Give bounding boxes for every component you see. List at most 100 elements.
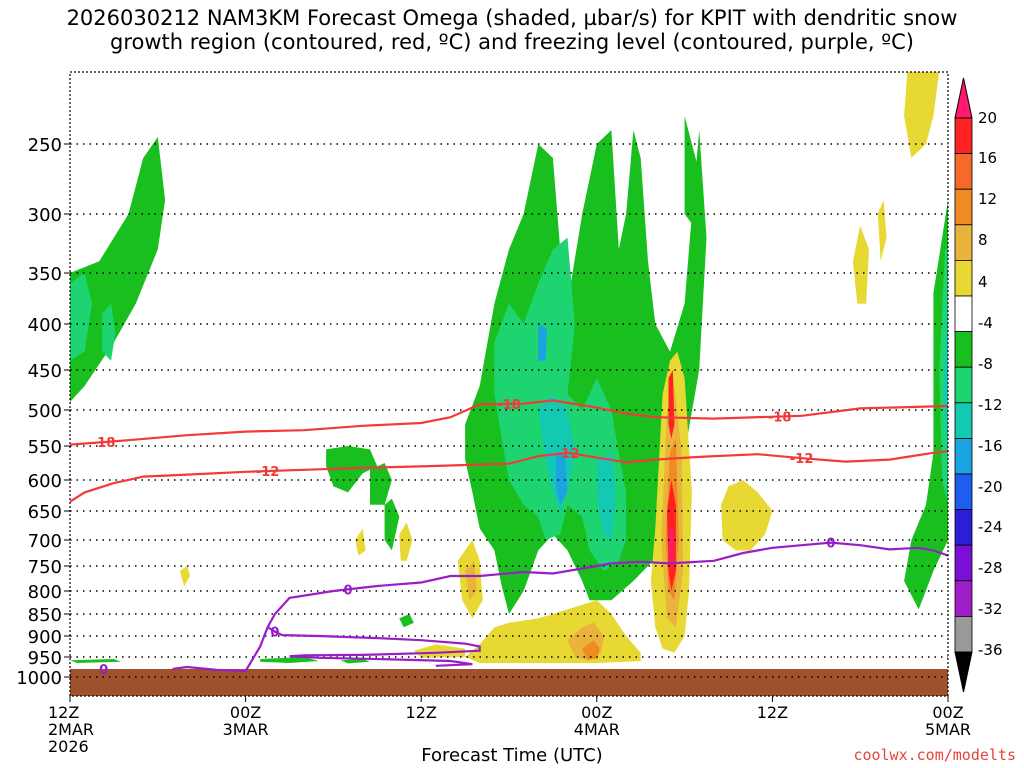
contour-label-8: 0 (826, 537, 835, 552)
colorbar-label-0: 20 (978, 109, 997, 127)
omega-shade-yellow-21 (877, 200, 887, 262)
contour-label-7: 0 (344, 583, 353, 598)
y-tick-label-350: 350 (28, 264, 62, 285)
omega-shade-teal-2 (102, 303, 116, 361)
contour-label-4: -12 (556, 447, 580, 462)
colorbar-box-2 (954, 188, 973, 226)
colorbar-label-9: -20 (978, 478, 1003, 496)
omega-shade-cyan-9 (596, 452, 616, 540)
x-tick-label-5-1: 5MAR (925, 720, 971, 739)
colorbar-label-2: 12 (978, 190, 997, 208)
y-tick-label-650: 650 (28, 502, 62, 523)
y-tick-label-600: 600 (28, 471, 62, 492)
colorbar-box-4 (954, 259, 973, 297)
x-tick-label-5-0: 00Z (932, 703, 963, 722)
omega-shade-yellow-28 (399, 522, 413, 561)
colorbar-label-11: -28 (978, 559, 1003, 577)
colorbar-label-5: -4 (978, 314, 993, 332)
y-tick-label-900: 900 (28, 627, 62, 648)
colorbar-box-11 (954, 509, 973, 546)
omega-shade-yellow-25 (413, 644, 466, 658)
y-tick-label-550: 550 (28, 437, 62, 458)
contour-line-0-2 (172, 541, 948, 673)
contour-label-6: 0 (99, 663, 108, 678)
omega-shade-yellow-30 (179, 566, 190, 586)
x-tick-label-3-1: 4MAR (574, 720, 620, 739)
colorbar-box-3 (954, 224, 973, 261)
colorbar-box-5 (954, 295, 973, 332)
y-tick-label-700: 700 (28, 531, 62, 552)
colorbar-box-8 (954, 402, 973, 439)
colorbar-label-4: 4 (978, 273, 988, 291)
x-tick-label-0-1: 2MAR (48, 720, 94, 739)
colorbar-box-7 (954, 366, 973, 404)
plot-frame (69, 71, 949, 697)
colorbar-label-13: -36 (978, 641, 1003, 659)
contour-line-minus12-1 (70, 449, 948, 503)
colorbar-box-9 (954, 437, 973, 475)
y-tick-label-450: 450 (28, 361, 62, 382)
y-tick-label-1000: 1000 (16, 668, 62, 689)
omega-shade-green-4 (370, 463, 392, 505)
colorbar-label-3: 8 (978, 231, 988, 249)
colorbar-label-12: -32 (978, 600, 1003, 618)
y-tick-label-950: 950 (28, 648, 62, 669)
y-tick-label-300: 300 (28, 205, 62, 226)
chart-title-line1: 2026030212 NAM3KM Forecast Omega (shaded… (66, 6, 958, 30)
y-tick-label-750: 750 (28, 557, 62, 578)
colorbar-box-0 (954, 117, 973, 154)
contour-line-minus18-0 (70, 399, 948, 446)
omega-shade-yellow-19 (904, 72, 940, 158)
x-tick-label-1-1: 3MAR (223, 720, 269, 739)
ground-surface (70, 669, 948, 696)
x-tick-label-1-0: 00Z (230, 703, 261, 722)
omega-shade-pink-35 (669, 528, 674, 561)
x-tick-label-3-0: 00Z (581, 703, 612, 722)
omega-shade-teal-1 (70, 273, 92, 361)
colorbar-label-8: -16 (978, 437, 1003, 455)
omega-shade-lblue-10 (538, 324, 547, 361)
y-tick-label-500: 500 (28, 401, 62, 422)
credit-text: coolwx.com/modelts (853, 746, 1016, 764)
omega-shade-green-11 (384, 498, 400, 551)
x-tick-label-4-0: 12Z (757, 703, 788, 722)
contour-label-9: 0 (270, 626, 279, 641)
omega-shade-yellow-37 (721, 480, 773, 551)
contour-label-3: -12 (256, 465, 280, 480)
x-tick-label-2-0: 12Z (406, 703, 437, 722)
colorbar-box-1 (954, 153, 973, 190)
colorbar-box-6 (954, 331, 973, 368)
colorbar-box-10 (954, 473, 973, 510)
colorbar-label-10: -24 (978, 518, 1003, 536)
y-tick-label-400: 400 (28, 315, 62, 336)
colorbar-label-1: 16 (978, 149, 997, 167)
contour-label-2: -18 (768, 410, 792, 425)
colorbar-box-13 (954, 580, 973, 617)
omega-shade-green-39 (399, 614, 414, 628)
omega-shade-yellow-20 (852, 225, 869, 304)
x-tick-label-0-0: 12Z (48, 703, 79, 722)
colorbar-top-arrow (954, 77, 973, 119)
omega-shade-red-36 (668, 370, 675, 439)
colorbar-label-6: -8 (978, 355, 993, 373)
omega-shade-green-42 (70, 659, 122, 663)
y-tick-label-850: 850 (28, 605, 62, 626)
omega-shade-green-40 (260, 657, 319, 663)
omega-shade-cyan-15 (943, 283, 948, 467)
contour-line-0-3 (267, 626, 481, 667)
omega-shade-teal-14 (939, 249, 948, 505)
colorbar-box-12 (954, 544, 973, 582)
x-tick-label-0-2: 2026 (48, 737, 89, 756)
omega-shade-lorange-24 (582, 640, 600, 659)
chart-title-line2: growth region (contoured, red, ºC) and f… (110, 30, 914, 54)
omega-shade-yellow-22 (465, 600, 641, 663)
colorbar-label-7: -12 (978, 396, 1003, 414)
contour-label-0: -18 (92, 436, 116, 451)
omega-shade-lblue-8 (555, 452, 568, 505)
colorbar-box-14 (954, 616, 973, 653)
y-tick-label-250: 250 (28, 135, 62, 156)
y-tick-label-800: 800 (28, 582, 62, 603)
x-axis-label: Forecast Time (UTC) (421, 745, 603, 766)
contour-label-5: -12 (790, 452, 814, 467)
